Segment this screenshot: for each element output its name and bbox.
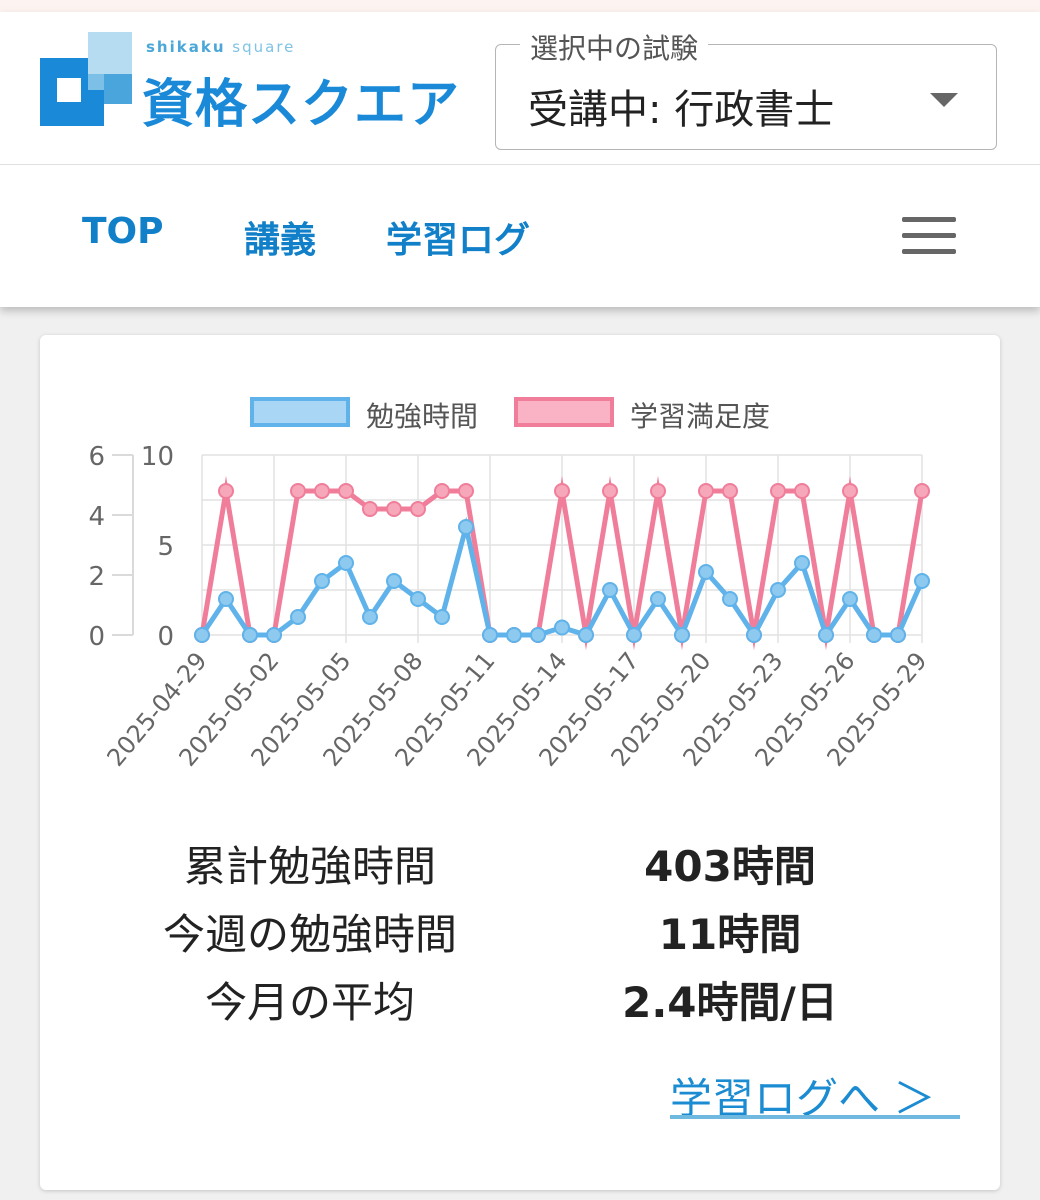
- nav-study-log[interactable]: 学習ログ: [386, 220, 531, 261]
- y-left-tick-label: 2: [88, 562, 105, 592]
- legend-swatch-study-time: [250, 397, 350, 427]
- data-point-study-time: [266, 627, 282, 643]
- data-point-study-time: [626, 627, 642, 643]
- data-point-satisfaction: [698, 483, 714, 499]
- logo-title: 資格スクエア: [142, 75, 461, 135]
- site-logo[interactable]: shikaku square 資格スクエア: [40, 32, 460, 142]
- stat-value-total: 403時間: [644, 842, 816, 891]
- logo-mark-icon: [40, 32, 132, 126]
- data-point-study-time: [794, 555, 810, 571]
- stat-label-month-avg: 今月の平均: [204, 978, 415, 1027]
- nav-top[interactable]: TOP: [82, 211, 164, 252]
- study-log-link[interactable]: 学習ログへ ＞: [670, 1074, 936, 1123]
- data-point-study-time: [218, 591, 234, 607]
- data-point-study-time: [866, 627, 882, 643]
- stat-value-month-avg: 2.4時間/日: [622, 978, 838, 1027]
- exam-select-value: 受講中: 行政書士: [528, 87, 835, 133]
- stat-label-total: 累計勉強時間: [183, 842, 436, 891]
- data-point-satisfaction: [386, 501, 402, 517]
- data-point-study-time: [698, 564, 714, 580]
- study-summary-card: 勉強時間 学習満足度 0 2 4 6 0 5 10 2025-04-29 2025-05-02 2…: [40, 335, 1000, 1190]
- y-left-tick-label: 4: [88, 502, 105, 532]
- data-point-study-time: [602, 582, 618, 598]
- main-nav: TOP 講義 学習ログ: [0, 165, 1040, 307]
- data-point-study-time: [410, 591, 426, 607]
- data-point-study-time: [386, 573, 402, 589]
- data-point-satisfaction: [410, 501, 426, 517]
- stats-list: 累計勉強時間 403時間 今週の勉強時間 11時間 今月の平均 2.4時間/日: [40, 833, 1000, 1037]
- data-point-satisfaction: [650, 483, 666, 499]
- data-point-study-time: [890, 627, 906, 643]
- stat-row-month-avg: 今月の平均 2.4時間/日: [40, 969, 1000, 1037]
- data-point-satisfaction: [362, 501, 378, 517]
- data-point-study-time: [746, 627, 762, 643]
- data-point-study-time: [722, 591, 738, 607]
- data-point-satisfaction: [434, 483, 450, 499]
- data-point-study-time: [674, 627, 690, 643]
- data-point-study-time: [290, 609, 306, 625]
- exam-select[interactable]: 選択中の試験 受講中: 行政書士: [495, 27, 997, 150]
- data-point-study-time: [338, 555, 354, 571]
- data-point-study-time: [242, 627, 258, 643]
- exam-select-legend: 選択中の試験: [520, 27, 709, 67]
- stat-label-week: 今週の勉強時間: [162, 910, 457, 959]
- data-point-study-time: [530, 627, 546, 643]
- brand-row: shikaku square 資格スクエア 選択中の試験 受講中: 行政書士: [0, 12, 1040, 165]
- chart-legend: 勉強時間 学習満足度: [40, 395, 1000, 435]
- top-strip: [0, 0, 1040, 12]
- data-point-study-time: [770, 582, 786, 598]
- legend-label-satisfaction: 学習満足度: [630, 400, 771, 433]
- dropdown-arrow-icon: [930, 93, 958, 107]
- legend-swatch-satisfaction: [514, 397, 614, 427]
- nav-lectures[interactable]: 講義: [244, 220, 317, 261]
- logo-subtitle-light: square: [232, 38, 296, 56]
- stat-row-total: 累計勉強時間 403時間: [40, 833, 1000, 901]
- study-chart: 024605102025-04-292025-05-022025-05-0520…: [88, 442, 932, 772]
- data-point-satisfaction: [458, 483, 474, 499]
- y-right-tick-label: 5: [157, 532, 174, 562]
- data-point-study-time: [914, 573, 930, 589]
- data-point-study-time: [434, 609, 450, 625]
- data-point-study-time: [818, 627, 834, 643]
- y-right-tick-label: 0: [157, 622, 174, 652]
- stat-row-week: 今週の勉強時間 11時間: [40, 901, 1000, 969]
- data-point-study-time: [482, 627, 498, 643]
- data-point-satisfaction: [770, 483, 786, 499]
- data-point-satisfaction: [314, 483, 330, 499]
- y-left-tick-label: 0: [88, 622, 105, 652]
- study-log-link-underline: [670, 1115, 960, 1119]
- data-point-study-time: [458, 519, 474, 535]
- stat-value-week: 11時間: [658, 910, 802, 959]
- logo-subtitle: shikaku square: [146, 38, 295, 56]
- hamburger-menu-icon[interactable]: [902, 217, 956, 257]
- data-point-study-time: [650, 591, 666, 607]
- data-point-satisfaction: [602, 483, 618, 499]
- data-point-study-time: [842, 591, 858, 607]
- data-point-satisfaction: [290, 483, 306, 499]
- data-point-satisfaction: [554, 483, 570, 499]
- data-point-satisfaction: [794, 483, 810, 499]
- data-point-study-time: [314, 573, 330, 589]
- app-header: shikaku square 資格スクエア 選択中の試験 受講中: 行政書士 T…: [0, 12, 1040, 307]
- data-point-study-time: [506, 627, 522, 643]
- data-point-study-time: [362, 609, 378, 625]
- data-point-satisfaction: [722, 483, 738, 499]
- legend-label-study-time: 勉強時間: [366, 400, 479, 433]
- data-point-study-time: [554, 619, 570, 636]
- data-point-satisfaction: [842, 483, 858, 499]
- y-right-tick-label: 10: [141, 442, 174, 472]
- logo-subtitle-bold: shikaku: [146, 38, 226, 56]
- data-point-study-time: [194, 627, 210, 643]
- y-left-tick-label: 6: [88, 442, 105, 472]
- data-point-study-time: [578, 627, 594, 643]
- data-point-satisfaction: [218, 483, 234, 499]
- data-point-satisfaction: [338, 483, 354, 499]
- data-point-satisfaction: [914, 483, 930, 499]
